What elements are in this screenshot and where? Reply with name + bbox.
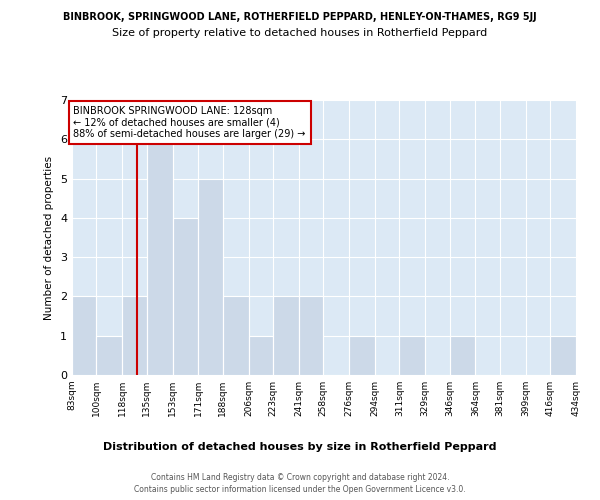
Text: Distribution of detached houses by size in Rotherfield Peppard: Distribution of detached houses by size … xyxy=(103,442,497,452)
Text: Contains public sector information licensed under the Open Government Licence v3: Contains public sector information licen… xyxy=(134,485,466,494)
Text: Size of property relative to detached houses in Rotherfield Peppard: Size of property relative to detached ho… xyxy=(112,28,488,38)
Bar xyxy=(97,336,122,375)
Bar xyxy=(72,296,97,375)
Bar xyxy=(146,140,173,375)
Y-axis label: Number of detached properties: Number of detached properties xyxy=(44,156,55,320)
Bar xyxy=(349,336,375,375)
Bar xyxy=(199,178,223,375)
Text: BINBROOK, SPRINGWOOD LANE, ROTHERFIELD PEPPARD, HENLEY-ON-THAMES, RG9 5JJ: BINBROOK, SPRINGWOOD LANE, ROTHERFIELD P… xyxy=(63,12,537,22)
Bar xyxy=(173,218,199,375)
Bar xyxy=(223,296,248,375)
Bar xyxy=(299,296,323,375)
Bar xyxy=(550,336,576,375)
Bar xyxy=(273,296,299,375)
Text: BINBROOK SPRINGWOOD LANE: 128sqm
← 12% of detached houses are smaller (4)
88% of: BINBROOK SPRINGWOOD LANE: 128sqm ← 12% o… xyxy=(73,106,306,139)
Bar xyxy=(122,296,146,375)
Bar xyxy=(449,336,475,375)
Text: Contains HM Land Registry data © Crown copyright and database right 2024.: Contains HM Land Registry data © Crown c… xyxy=(151,472,449,482)
Bar xyxy=(400,336,425,375)
Bar xyxy=(248,336,273,375)
